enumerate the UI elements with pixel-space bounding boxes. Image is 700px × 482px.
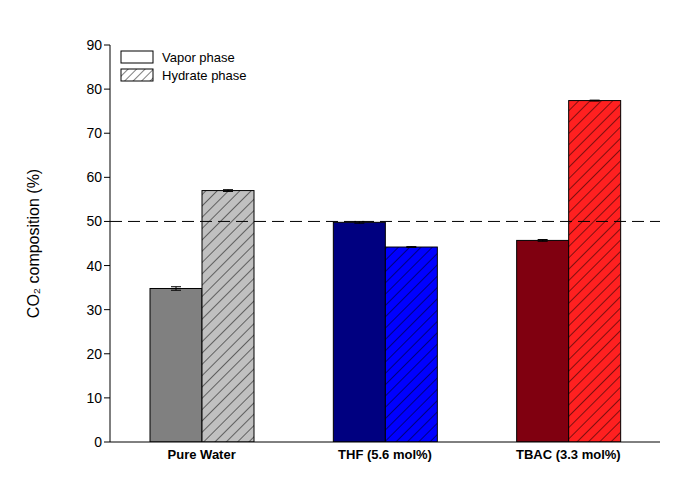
svg-text:50: 50 bbox=[86, 213, 102, 229]
svg-text:20: 20 bbox=[86, 346, 102, 362]
svg-text:Pure Water: Pure Water bbox=[168, 447, 236, 462]
svg-text:10: 10 bbox=[86, 390, 102, 406]
svg-text:CO₂ composition (%): CO₂ composition (%) bbox=[25, 169, 42, 318]
svg-text:40: 40 bbox=[86, 258, 102, 274]
svg-text:60: 60 bbox=[86, 169, 102, 185]
svg-text:THF (5.6 mol%): THF (5.6 mol%) bbox=[338, 447, 432, 462]
svg-text:0: 0 bbox=[94, 434, 102, 450]
svg-text:TBAC (3.3 mol%): TBAC (3.3 mol%) bbox=[516, 447, 621, 462]
svg-text:70: 70 bbox=[86, 125, 102, 141]
svg-text:80: 80 bbox=[86, 81, 102, 97]
html-text:Vapor phase: Vapor phase bbox=[162, 49, 235, 65]
svg-text:90: 90 bbox=[86, 37, 102, 53]
svg-text:30: 30 bbox=[86, 302, 102, 318]
html-text:Hydrate phase: Hydrate phase bbox=[162, 67, 247, 83]
